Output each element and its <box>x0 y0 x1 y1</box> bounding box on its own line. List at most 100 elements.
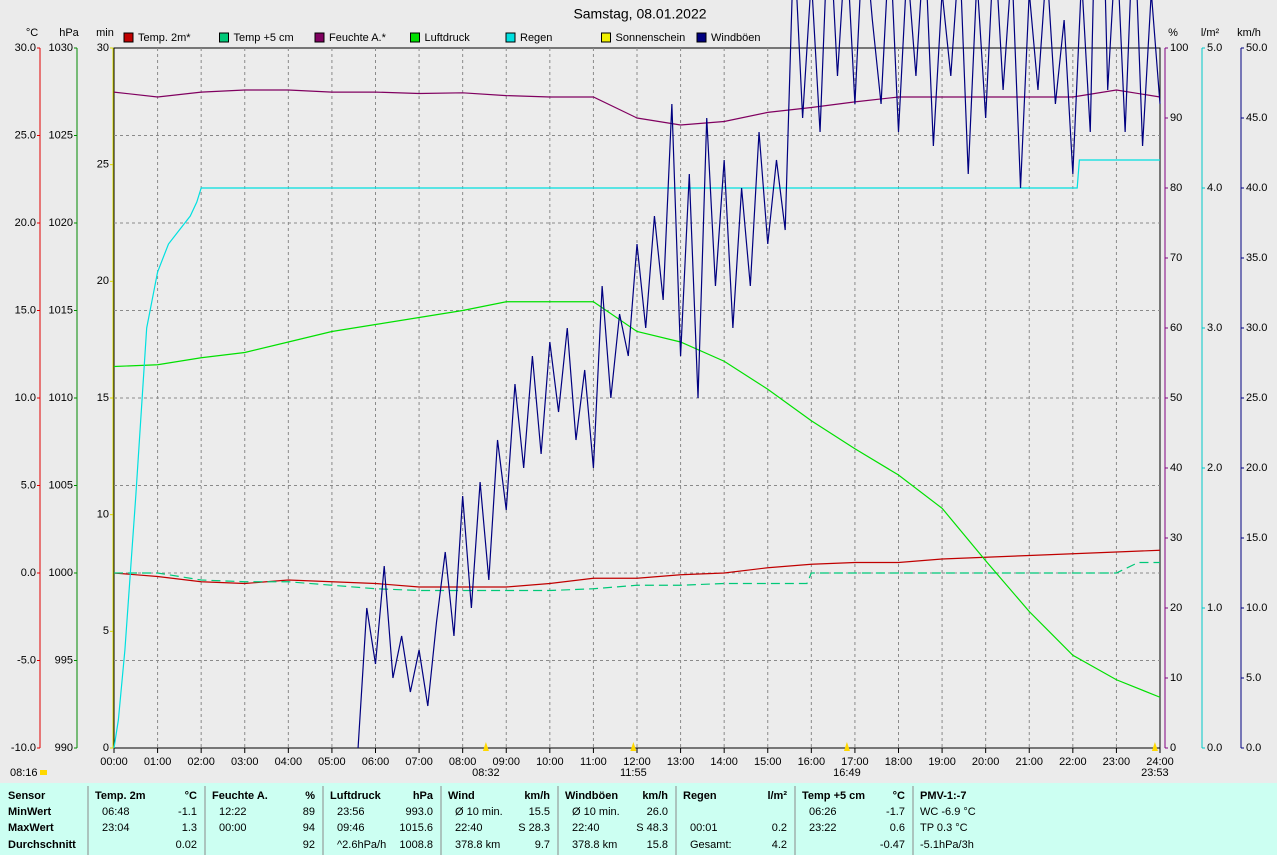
x-tick-label: 18:00 <box>885 756 913 768</box>
axis-unit: km/h <box>1237 27 1261 39</box>
y-tick-label: 2.0 <box>1207 462 1222 474</box>
stats-cell: 00:00 <box>219 822 247 834</box>
x-tick-label: 19:00 <box>928 756 956 768</box>
x-tick-label: 12:00 <box>623 756 651 768</box>
y-tick-label: 35.0 <box>1246 252 1267 264</box>
stats-unit: °C <box>893 790 905 802</box>
stats-cell: 23:56 <box>337 806 365 818</box>
stats-cell: 378.8 km <box>572 839 617 851</box>
stats-cell: 23:04 <box>102 822 130 834</box>
y-tick-label: 15.0 <box>15 304 36 316</box>
y-tick-label: 4.0 <box>1207 182 1222 194</box>
y-tick-label: 30.0 <box>1246 322 1267 334</box>
marker-label: 16:49 <box>833 767 861 779</box>
stats-header: Temp +5 cm <box>802 790 865 802</box>
y-tick-label: 25 <box>97 159 109 171</box>
stats-unit: % <box>305 790 315 802</box>
stats-cell: 22:40 <box>572 822 600 834</box>
y-tick-label: 5.0 <box>1246 672 1261 684</box>
y-tick-label: 30 <box>97 42 109 54</box>
x-tick-label: 04:00 <box>275 756 303 768</box>
y-tick-label: 25.0 <box>1246 392 1267 404</box>
stats-cell: 1008.8 <box>399 839 433 851</box>
x-tick-label: 08:00 <box>449 756 477 768</box>
x-tick-label: 23:00 <box>1103 756 1131 768</box>
stats-cell: 89 <box>303 806 315 818</box>
marker-icon <box>482 742 489 751</box>
y-tick-label: 50.0 <box>1246 42 1267 54</box>
stats-cell: WC -6.9 °C <box>920 806 976 818</box>
y-tick-label: 40.0 <box>1246 182 1267 194</box>
marker-label: 11:55 <box>620 767 647 779</box>
y-tick-label: 40 <box>1170 462 1182 474</box>
stats-cell: 9.7 <box>535 839 550 851</box>
x-tick-label: 24:00 <box>1146 756 1174 768</box>
y-tick-label: 45.0 <box>1246 112 1267 124</box>
stats-cell: 06:26 <box>809 806 837 818</box>
y-tick-label: 10.0 <box>15 392 36 404</box>
y-tick-label: 1020 <box>49 217 73 229</box>
y-tick-label: 0 <box>103 742 109 754</box>
y-tick-label: 100 <box>1170 42 1188 54</box>
sunrise-label: 08:16 <box>10 767 38 779</box>
y-tick-label: 20 <box>1170 602 1182 614</box>
stats-row-label: MinWert <box>8 806 52 818</box>
legend-label: Luftdruck <box>425 32 471 44</box>
stats-row-label: MaxWert <box>8 822 54 834</box>
stats-unit: km/h <box>642 790 668 802</box>
legend-label: Feuchte A.* <box>329 32 387 44</box>
y-tick-label: 3.0 <box>1207 322 1222 334</box>
stats-row-label: Durchschnitt <box>8 839 76 851</box>
y-tick-label: 60 <box>1170 322 1182 334</box>
marker-icon <box>1151 742 1158 751</box>
series-line <box>114 561 1160 592</box>
series-line <box>113 301 1161 698</box>
y-tick-label: 30 <box>1170 532 1182 544</box>
stats-cell: 22:40 <box>455 822 483 834</box>
x-tick-label: 13:00 <box>667 756 695 768</box>
stats-cell: Ø 10 min. <box>455 806 503 818</box>
x-tick-label: 09:00 <box>492 756 520 768</box>
y-tick-label: 10 <box>97 509 109 521</box>
stats-cell: 06:48 <box>102 806 130 818</box>
y-tick-label: 0.0 <box>1246 742 1261 754</box>
stats-cell: TP 0.3 °C <box>920 822 968 834</box>
x-tick-label: 02:00 <box>187 756 215 768</box>
y-tick-label: 50 <box>1170 392 1182 404</box>
x-tick-label: 03:00 <box>231 756 259 768</box>
y-tick-label: 1010 <box>49 392 73 404</box>
x-tick-label: 10:00 <box>536 756 564 768</box>
stats-cell: 0.6 <box>890 822 905 834</box>
y-tick-label: 0.0 <box>1207 742 1222 754</box>
legend-label: Temp +5 cm <box>234 32 294 44</box>
y-tick-label: 5.0 <box>21 479 36 491</box>
x-tick-label: 21:00 <box>1015 756 1043 768</box>
y-tick-label: 30.0 <box>15 42 36 54</box>
marker-label: 08:32 <box>472 767 500 779</box>
stats-cell: 1.3 <box>182 822 197 834</box>
legend-swatch <box>123 32 134 43</box>
y-tick-label: 15.0 <box>1246 532 1267 544</box>
y-tick-label: 70 <box>1170 252 1182 264</box>
chart-title: Samstag, 08.01.2022 <box>573 6 706 22</box>
y-tick-label: 0 <box>1170 742 1176 754</box>
stats-header: Luftdruck <box>330 790 382 802</box>
x-tick-label: 07:00 <box>405 756 433 768</box>
stats-cell: -0.47 <box>880 839 905 851</box>
y-tick-label: 1025 <box>49 129 73 141</box>
stats-header: Windböen <box>565 790 618 802</box>
stats-header: Sensor <box>8 790 46 802</box>
marker-icon <box>843 742 850 751</box>
stats-cell: 09:46 <box>337 822 365 834</box>
series-line <box>113 89 1161 126</box>
legend-swatch <box>601 32 611 43</box>
stats-cell: 12:22 <box>219 806 247 818</box>
legend-swatch <box>696 32 707 43</box>
legend-label: Sonnenschein <box>616 32 686 44</box>
x-tick-label: 05:00 <box>318 756 346 768</box>
stats-cell: Gesamt: <box>690 839 732 851</box>
stats-cell: 4.2 <box>772 839 787 851</box>
x-tick-label: 16:00 <box>798 756 826 768</box>
stats-cell: S 28.3 <box>518 822 550 834</box>
